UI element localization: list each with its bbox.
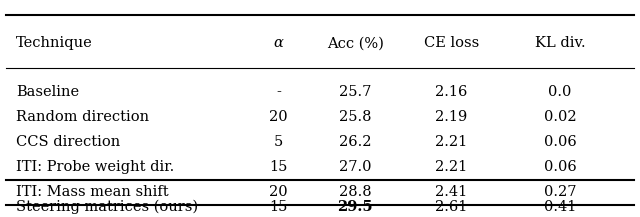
Text: 0.0: 0.0 [548, 85, 572, 99]
Text: 2.19: 2.19 [435, 110, 467, 124]
Text: ITI: Probe weight dir.: ITI: Probe weight dir. [16, 160, 174, 174]
Text: 0.27: 0.27 [544, 185, 576, 199]
Text: 29.5: 29.5 [337, 200, 373, 214]
Text: 5: 5 [274, 135, 283, 149]
Text: 27.0: 27.0 [339, 160, 371, 174]
Text: KL div.: KL div. [534, 36, 586, 50]
Text: 25.7: 25.7 [339, 85, 371, 99]
Text: 28.8: 28.8 [339, 185, 371, 199]
Text: 20: 20 [269, 110, 288, 124]
Text: Baseline: Baseline [16, 85, 79, 99]
Text: 15: 15 [269, 200, 287, 214]
Text: 2.21: 2.21 [435, 135, 467, 149]
Text: 0.06: 0.06 [543, 160, 577, 174]
Text: ITI: Mass mean shift: ITI: Mass mean shift [16, 185, 168, 199]
Text: Acc (%): Acc (%) [327, 36, 383, 50]
Text: 2.41: 2.41 [435, 185, 467, 199]
Text: α: α [273, 36, 284, 50]
Text: Technique: Technique [16, 36, 93, 50]
Text: 0.02: 0.02 [544, 110, 576, 124]
Text: 20: 20 [269, 185, 288, 199]
Text: 0.41: 0.41 [544, 200, 576, 214]
Text: 2.21: 2.21 [435, 160, 467, 174]
Text: 25.8: 25.8 [339, 110, 371, 124]
Text: 15: 15 [269, 160, 287, 174]
Text: -: - [276, 85, 281, 99]
Text: Random direction: Random direction [16, 110, 149, 124]
Text: 0.06: 0.06 [543, 135, 577, 149]
Text: 26.2: 26.2 [339, 135, 371, 149]
Text: CCS direction: CCS direction [16, 135, 120, 149]
Text: 2.16: 2.16 [435, 85, 467, 99]
Text: CE loss: CE loss [424, 36, 479, 50]
Text: 2.61: 2.61 [435, 200, 467, 214]
Text: Steering matrices (ours): Steering matrices (ours) [16, 200, 198, 214]
